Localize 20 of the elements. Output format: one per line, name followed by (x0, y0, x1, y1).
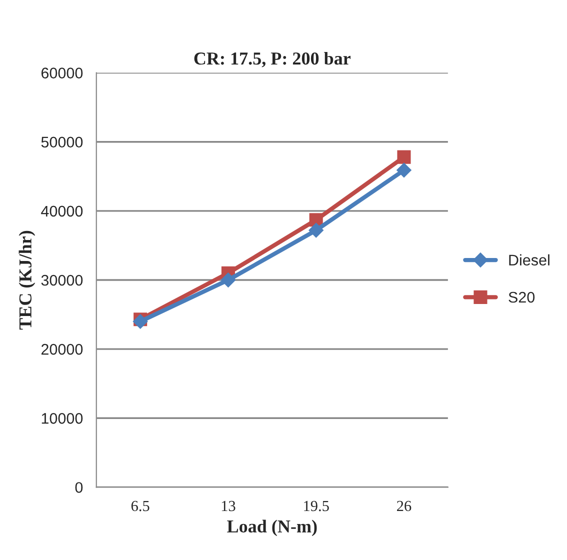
point (308, 222, 324, 238)
y-tick-label: 20000 (41, 344, 83, 355)
point (220, 272, 236, 288)
y-tick-label: 50000 (41, 136, 83, 148)
y-tick-label: 0 (75, 482, 83, 493)
point (397, 150, 411, 164)
legend-label: Diesel (509, 254, 550, 266)
y-tick-label: 40000 (41, 206, 83, 217)
y-axis-title: TEC (KJ/hr) (18, 230, 36, 330)
legend-label: S20 (508, 292, 535, 303)
x-axis-title: Load (N-m) (227, 520, 317, 536)
x-tick-label: 6.5 (131, 500, 150, 512)
x-tick-label: 26 (397, 500, 412, 512)
point (396, 162, 412, 178)
y-tick-label: 60000 (41, 68, 83, 78)
x-tick-label: 19.5 (304, 500, 329, 512)
y-tick-label: 30000 (41, 274, 83, 286)
x-tick-label: 13 (222, 500, 236, 512)
chart-title: CR: 17.5, P: 200 bar (194, 52, 351, 68)
y-tick-label: 10000 (42, 413, 83, 424)
